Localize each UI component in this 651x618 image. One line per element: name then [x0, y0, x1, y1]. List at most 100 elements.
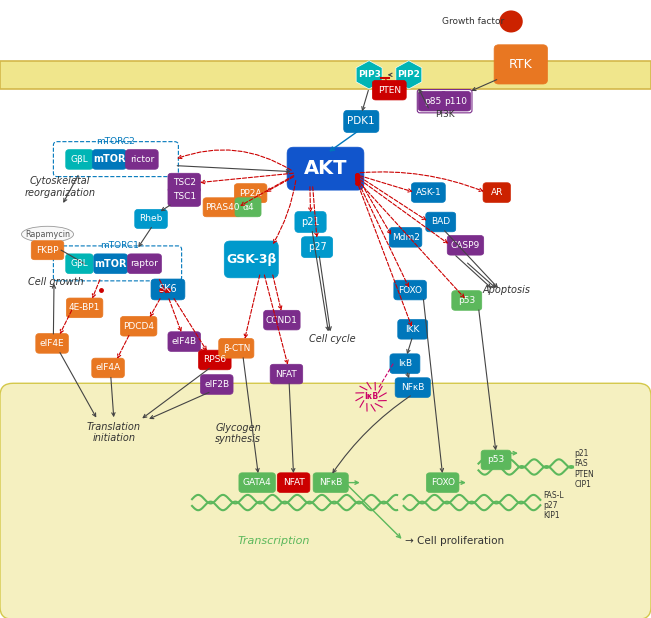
Text: Transcription: Transcription — [237, 536, 310, 546]
Text: Translation
initiation: Translation initiation — [87, 421, 141, 443]
Circle shape — [499, 11, 523, 33]
Text: eIF4A: eIF4A — [96, 363, 120, 373]
Text: eIF2B: eIF2B — [204, 380, 229, 389]
FancyBboxPatch shape — [344, 111, 379, 132]
Text: Cell growth: Cell growth — [27, 277, 83, 287]
Text: eIF4E: eIF4E — [40, 339, 64, 348]
FancyBboxPatch shape — [398, 320, 428, 339]
FancyBboxPatch shape — [0, 383, 651, 618]
FancyBboxPatch shape — [66, 150, 93, 169]
FancyBboxPatch shape — [120, 316, 157, 336]
Text: α4: α4 — [242, 203, 254, 212]
Text: SK6: SK6 — [159, 284, 177, 294]
FancyBboxPatch shape — [426, 473, 459, 493]
FancyBboxPatch shape — [92, 150, 126, 169]
Text: PDCD4: PDCD4 — [123, 322, 154, 331]
Text: Apoptosis: Apoptosis — [482, 285, 531, 295]
FancyBboxPatch shape — [135, 210, 167, 229]
Text: mTOR: mTOR — [93, 154, 126, 164]
Text: p110: p110 — [444, 96, 467, 106]
Text: IKK: IKK — [406, 325, 420, 334]
Text: mTORC2: mTORC2 — [96, 137, 135, 146]
Text: GSK-3β: GSK-3β — [226, 253, 277, 266]
Text: p53: p53 — [458, 296, 475, 305]
FancyBboxPatch shape — [483, 183, 510, 202]
FancyBboxPatch shape — [264, 310, 300, 330]
Text: raptor: raptor — [131, 259, 158, 268]
Text: TSC2: TSC2 — [173, 178, 196, 187]
Text: eIF4B: eIF4B — [172, 337, 197, 346]
FancyBboxPatch shape — [224, 241, 279, 278]
Text: RPS6: RPS6 — [203, 355, 227, 365]
FancyBboxPatch shape — [199, 350, 231, 370]
Ellipse shape — [21, 226, 74, 242]
Text: p21
FAS
PTEN
CIP1: p21 FAS PTEN CIP1 — [574, 449, 594, 489]
Text: β-CTN: β-CTN — [223, 344, 250, 353]
Text: PTEN: PTEN — [378, 86, 401, 95]
Text: Glycogen
synthesis: Glycogen synthesis — [215, 423, 261, 444]
Text: Rheb: Rheb — [139, 214, 163, 224]
FancyBboxPatch shape — [390, 354, 420, 373]
Text: 4E-BP1: 4E-BP1 — [69, 303, 100, 312]
FancyBboxPatch shape — [66, 298, 103, 318]
FancyBboxPatch shape — [219, 339, 254, 358]
FancyBboxPatch shape — [128, 254, 161, 274]
Text: PRAS40: PRAS40 — [205, 203, 239, 212]
FancyBboxPatch shape — [234, 184, 267, 203]
FancyBboxPatch shape — [235, 198, 261, 217]
Text: TSC1: TSC1 — [173, 192, 196, 201]
Text: FOXO: FOXO — [398, 286, 422, 295]
FancyBboxPatch shape — [168, 173, 201, 192]
Text: CASP9: CASP9 — [451, 241, 480, 250]
FancyBboxPatch shape — [411, 183, 445, 202]
FancyBboxPatch shape — [481, 450, 511, 470]
Text: PI3K: PI3K — [435, 109, 454, 119]
Text: PDK1: PDK1 — [348, 116, 375, 127]
FancyBboxPatch shape — [168, 187, 201, 206]
FancyBboxPatch shape — [426, 212, 456, 232]
FancyBboxPatch shape — [239, 473, 275, 493]
FancyBboxPatch shape — [389, 227, 422, 247]
FancyBboxPatch shape — [36, 334, 68, 353]
Text: Rapamycin: Rapamycin — [25, 230, 70, 239]
FancyBboxPatch shape — [126, 150, 158, 169]
Text: p85: p85 — [424, 96, 441, 106]
FancyBboxPatch shape — [441, 91, 471, 111]
Text: RTK: RTK — [509, 58, 533, 71]
FancyBboxPatch shape — [372, 80, 406, 100]
Text: NFκB: NFκB — [401, 383, 424, 392]
FancyBboxPatch shape — [201, 375, 233, 394]
Text: NFAT: NFAT — [283, 478, 305, 487]
FancyBboxPatch shape — [168, 332, 201, 352]
FancyBboxPatch shape — [277, 473, 310, 493]
FancyBboxPatch shape — [66, 254, 93, 274]
Text: IκB: IκB — [364, 392, 378, 401]
FancyBboxPatch shape — [419, 91, 447, 111]
Text: Cytoskeletal
reorganization: Cytoskeletal reorganization — [24, 176, 96, 198]
Text: PP2A: PP2A — [240, 188, 262, 198]
FancyBboxPatch shape — [287, 147, 364, 190]
Text: ASK-1: ASK-1 — [415, 188, 441, 197]
Text: PIP2: PIP2 — [397, 70, 421, 79]
FancyBboxPatch shape — [0, 61, 651, 89]
Text: p21: p21 — [301, 217, 320, 227]
Text: CCND1: CCND1 — [266, 316, 298, 324]
Text: NFκB: NFκB — [319, 478, 342, 487]
FancyBboxPatch shape — [94, 254, 128, 274]
FancyBboxPatch shape — [295, 211, 326, 232]
FancyBboxPatch shape — [270, 364, 303, 384]
Text: FKBP: FKBP — [36, 246, 59, 255]
Text: mTOR: mTOR — [94, 259, 127, 269]
Text: IκB: IκB — [398, 359, 412, 368]
Text: NFAT: NFAT — [275, 370, 298, 379]
Text: FAS-L
p27
KIP1: FAS-L p27 KIP1 — [544, 491, 564, 520]
Text: GβL: GβL — [70, 259, 89, 268]
Text: FOXO: FOXO — [431, 478, 454, 487]
FancyBboxPatch shape — [313, 473, 348, 493]
Text: Cell cycle: Cell cycle — [309, 334, 355, 344]
FancyBboxPatch shape — [494, 44, 547, 84]
FancyBboxPatch shape — [301, 237, 333, 258]
Text: p53: p53 — [488, 455, 505, 465]
FancyBboxPatch shape — [447, 235, 484, 255]
FancyBboxPatch shape — [452, 290, 482, 310]
